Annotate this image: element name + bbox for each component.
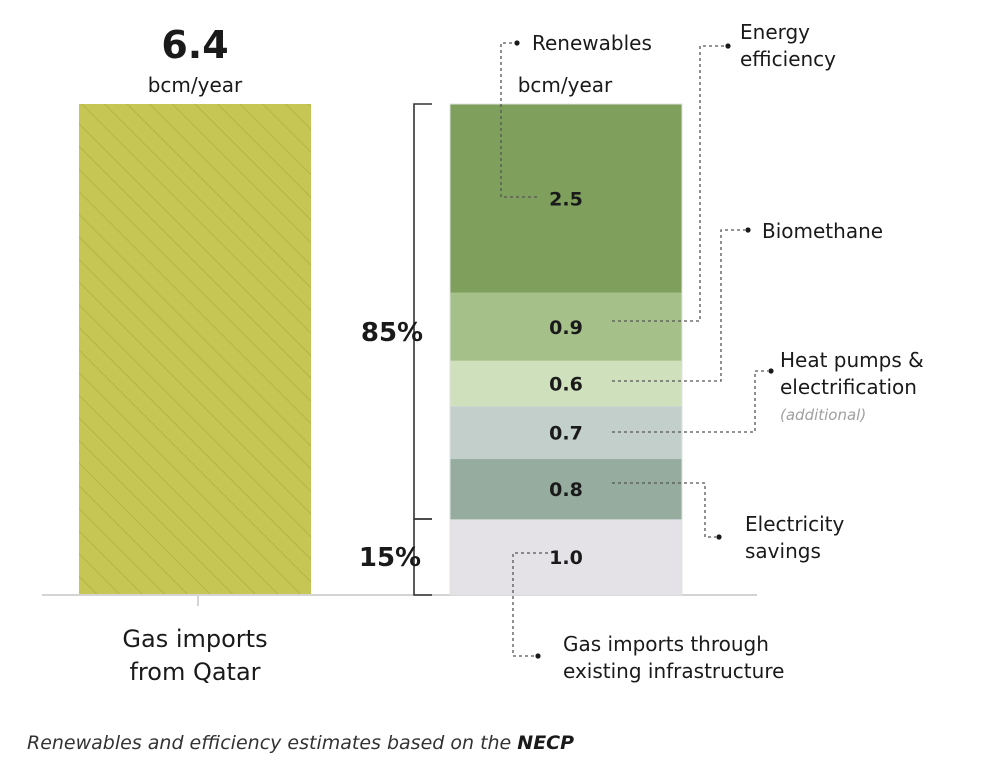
right-bar-outline — [449, 103, 683, 596]
footnote: Renewables and efficiency estimates base… — [27, 732, 574, 754]
left-category-label-line1: Gas imports — [122, 625, 267, 653]
dot-heat-pumps — [768, 368, 774, 374]
right-unit-label: bcm/year — [518, 73, 613, 97]
leader-energy-efficiency — [612, 45, 725, 322]
annotation-heat-pumps-line1: Heat pumps & — [780, 348, 924, 372]
annotation-biomethane: Biomethane — [762, 219, 883, 243]
right-stacked-bar: 1.0 0.8 0.7 0.6 0.9 2.5 — [449, 103, 683, 596]
annotation-energy-efficiency-line2: efficiency — [740, 47, 836, 71]
leader-heat-pumps — [612, 370, 768, 433]
leader-biomethane — [612, 229, 745, 382]
left-category-label-line2: from Qatar — [129, 658, 260, 686]
annotation-heat-pumps-line2: electrification — [780, 375, 917, 399]
left-bar — [79, 104, 311, 595]
leader-electricity-savings — [612, 482, 716, 538]
leader-renewables — [500, 42, 537, 198]
dot-renewables — [514, 40, 520, 46]
footnote-text: Renewables and efficiency estimates base… — [27, 732, 517, 754]
dot-electricity-savings — [716, 534, 722, 540]
annotation-renewables: Renewables — [532, 31, 652, 55]
segment-label-2: 0.7 — [549, 423, 583, 445]
segment-label-0: 1.0 — [549, 547, 583, 569]
annotation-electricity-savings-line2: savings — [745, 539, 821, 563]
annotation-gas-imports-line2: existing infrastructure — [563, 659, 784, 683]
annotation-electricity-savings-line1: Electricity — [745, 512, 845, 536]
leader-gas-imports — [512, 552, 548, 657]
left-unit-label: bcm/year — [148, 73, 243, 97]
bracket-85-label: 85% — [361, 318, 423, 348]
bracket-85 — [413, 103, 432, 520]
segment-3 — [450, 360, 682, 407]
segment-0 — [450, 519, 682, 595]
annotation-heat-pumps-note: (additional) — [780, 406, 866, 424]
left-total-value: 6.4 — [161, 23, 228, 67]
dot-gas-imports — [535, 653, 541, 659]
segment-label-3: 0.6 — [549, 374, 583, 396]
segment-5 — [450, 104, 682, 293]
segment-1 — [450, 459, 682, 520]
dot-biomethane — [745, 227, 751, 233]
annotation-gas-imports-line1: Gas imports through — [563, 632, 769, 656]
bracket-15 — [413, 518, 432, 596]
segment-label-1: 0.8 — [549, 479, 583, 501]
dot-energy-efficiency — [725, 43, 731, 49]
footnote-source: NECP — [517, 732, 574, 754]
segment-label-4: 0.9 — [549, 317, 583, 339]
segment-2 — [450, 406, 682, 460]
annotation-energy-efficiency-line1: Energy — [740, 20, 810, 44]
segment-4 — [450, 292, 682, 361]
segment-label-5: 2.5 — [549, 188, 583, 210]
bracket-15-label: 15% — [359, 543, 421, 573]
